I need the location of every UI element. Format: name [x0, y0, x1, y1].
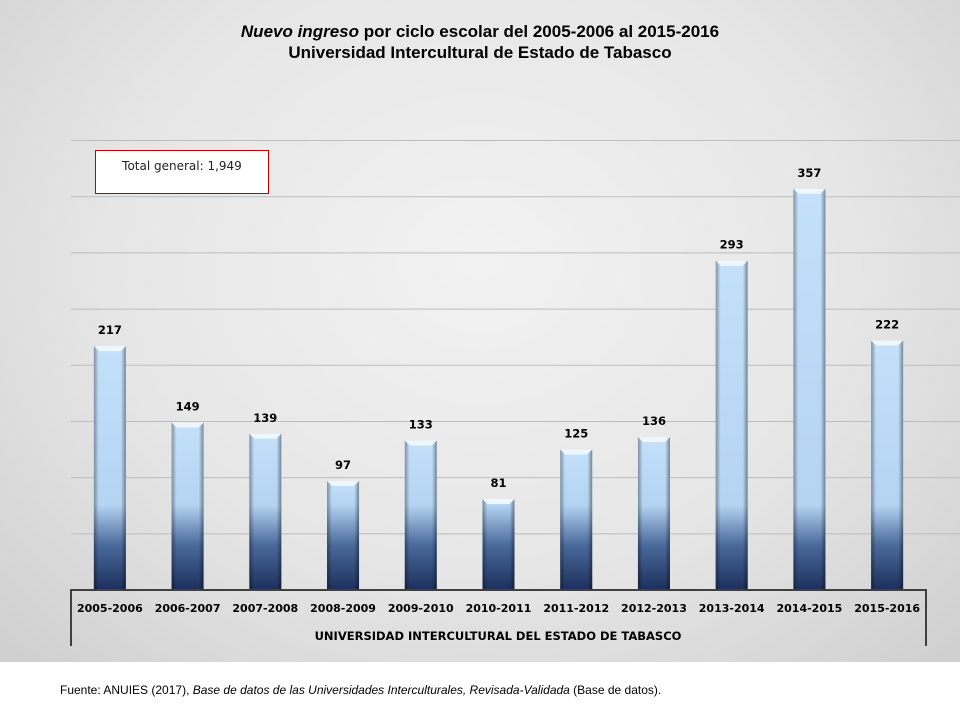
chart-area: Nuevo ingreso por ciclo escolar del 2005…	[0, 0, 960, 662]
chart-subtitle: Universidad Intercultural de Estado de T…	[288, 43, 672, 62]
bar-bevel	[560, 449, 593, 455]
bar-shade	[171, 422, 204, 590]
total-annotation: Total general: 1,949	[95, 150, 269, 194]
bar-shade	[249, 433, 282, 590]
bar-shade	[404, 440, 437, 590]
x-tick-label: 2009-2010	[388, 602, 454, 615]
bar-shade	[93, 346, 126, 590]
bar-shade	[560, 449, 593, 590]
x-tick-label: 2008-2009	[310, 602, 376, 615]
data-label: 293	[720, 238, 744, 252]
source-suffix: (Base de datos).	[569, 683, 662, 697]
data-label: 136	[642, 414, 666, 428]
bar-bevel	[93, 346, 126, 352]
data-label: 125	[564, 427, 588, 441]
data-label: 81	[490, 476, 506, 490]
bar-shade	[793, 188, 826, 591]
x-tick-label: 2010-2011	[466, 602, 532, 615]
bar-bevel	[327, 480, 360, 486]
bar-bevel	[637, 437, 670, 443]
data-label: 217	[98, 323, 122, 337]
bar-bevel	[171, 422, 204, 428]
x-tick-label: 2014-2015	[777, 602, 843, 615]
bar-bevel	[404, 440, 437, 446]
source-note: Fuente: ANUIES (2017), Base de datos de …	[60, 683, 661, 697]
data-label: 357	[797, 166, 821, 180]
bar-shade	[482, 498, 515, 590]
x-tick-label: 2006-2007	[155, 602, 221, 615]
source-prefix: Fuente: ANUIES (2017),	[60, 683, 193, 697]
chart-title: Nuevo ingreso por ciclo escolar del 2005…	[0, 22, 960, 42]
bar-bevel	[871, 340, 904, 346]
x-tick-label: 2012-2013	[621, 602, 687, 615]
x-axis-line	[70, 589, 927, 646]
x-axis-title: UNIVERSIDAD INTERCULTURAL DEL ESTADO DE …	[315, 629, 682, 643]
bar-shade	[715, 260, 748, 590]
data-label: 139	[253, 411, 277, 425]
plot-area: 217 149 139 97 133 81 125 136 293 357 222 2005-200…	[70, 140, 960, 646]
x-tick-label: 2011-2012	[543, 602, 609, 615]
chart-title-italic: Nuevo ingreso	[240, 22, 359, 41]
source-italic: Base de datos de las Universidades Inter…	[192, 683, 570, 697]
bar-shade	[637, 437, 670, 590]
x-tick-label: 2013-2014	[699, 602, 765, 615]
chart-title-rest: por ciclo escolar del 2005-2006 al 2015-…	[359, 22, 720, 41]
data-label: 97	[335, 458, 351, 472]
data-label: 133	[409, 418, 433, 432]
bar-shade	[871, 340, 904, 590]
bar-bevel	[249, 433, 282, 439]
x-tick-label: 2015-2016	[854, 602, 920, 615]
data-label: 149	[176, 400, 200, 414]
bar-bevel	[715, 260, 748, 266]
bar-shade	[327, 480, 360, 590]
x-tick-label: 2007-2008	[232, 602, 298, 615]
data-label: 222	[875, 318, 899, 332]
bar-bevel	[793, 188, 826, 194]
bar-bevel	[482, 498, 515, 504]
x-tick-label: 2005-2006	[77, 602, 143, 615]
